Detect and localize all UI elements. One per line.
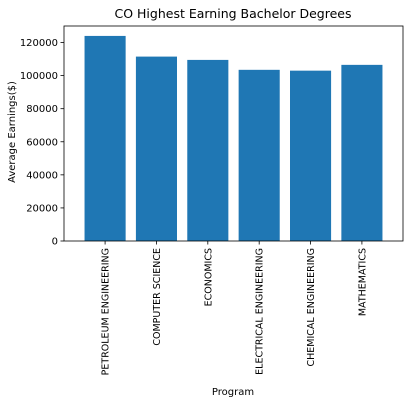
bar-3 bbox=[238, 69, 280, 241]
chart-title: CO Highest Earning Bachelor Degrees bbox=[114, 6, 351, 21]
x-tick-label: ECONOMICS bbox=[203, 248, 214, 306]
x-axis-ticks: PETROLEUM ENGINEERING COMPUTER SCIENCE ECO… bbox=[101, 241, 368, 375]
bar-2 bbox=[187, 59, 229, 242]
y-tick-label: 80000 bbox=[26, 104, 58, 115]
y-tick-label: 40000 bbox=[26, 170, 58, 181]
bar-0 bbox=[84, 35, 126, 241]
y-axis-label: Average Earnings($) bbox=[7, 81, 18, 183]
y-tick-label: 0 bbox=[52, 237, 58, 248]
bar-5 bbox=[341, 64, 383, 241]
bars-group bbox=[84, 35, 383, 242]
x-tick-label: CHEMICAL ENGINEERING bbox=[306, 248, 317, 366]
x-axis-label: Program bbox=[212, 387, 254, 398]
y-tick-label: 120000 bbox=[20, 38, 58, 49]
bar-4 bbox=[290, 70, 332, 242]
y-tick-label: 100000 bbox=[20, 71, 58, 82]
x-tick-label: COMPUTER SCIENCE bbox=[152, 248, 163, 346]
x-tick-label: PETROLEUM ENGINEERING bbox=[101, 248, 112, 375]
plot-frame bbox=[63, 25, 404, 242]
bar-1 bbox=[135, 56, 177, 241]
y-axis-ticks: 0 20000 40000 60000 80000 100000 120000 bbox=[20, 38, 64, 248]
x-tick-label: ELECTRICAL ENGINEERING bbox=[255, 248, 266, 375]
x-tick-label: MATHEMATICS bbox=[357, 248, 368, 316]
y-tick-label: 20000 bbox=[26, 203, 58, 214]
y-tick-label: 60000 bbox=[26, 137, 58, 148]
